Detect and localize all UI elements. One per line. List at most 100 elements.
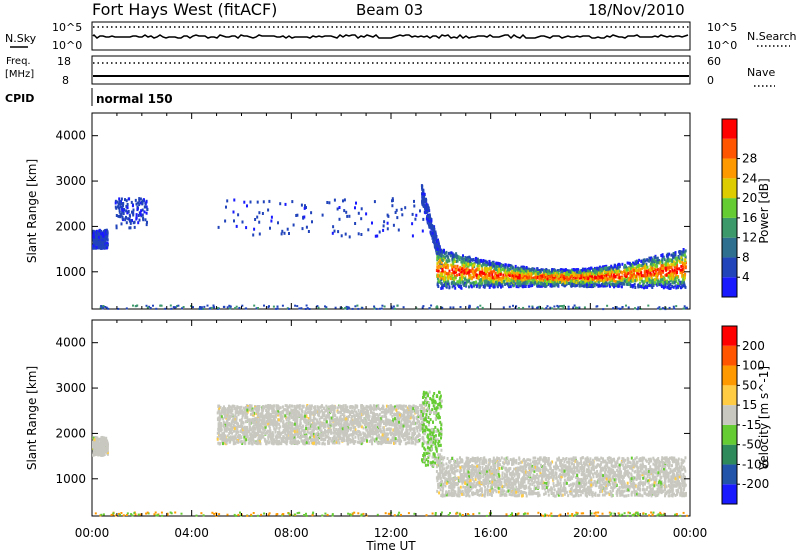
range-cell (539, 270, 542, 273)
near-range-cell (177, 304, 180, 307)
near-range-cell (200, 306, 203, 309)
range-cell (646, 285, 649, 289)
range-cell (500, 264, 503, 268)
colorbar-segment (722, 119, 737, 139)
range-cell (441, 277, 444, 280)
range-cell (517, 266, 519, 270)
range-cell (506, 279, 509, 283)
near-range-cell (287, 307, 290, 310)
range-cell (529, 281, 532, 285)
range-cell (638, 277, 641, 281)
range-cell (367, 228, 370, 232)
range-cell (682, 253, 685, 257)
range-cell (676, 263, 678, 267)
range-cell (439, 276, 442, 280)
range-cell (426, 221, 429, 225)
range-cell (609, 277, 612, 281)
range-cell (633, 262, 636, 266)
range-cell (661, 268, 664, 272)
range-cell (442, 254, 445, 258)
range-cell (595, 272, 598, 276)
range-cell (581, 280, 584, 284)
range-cell (451, 277, 454, 281)
range-cell (495, 268, 498, 271)
range-cell (488, 281, 491, 285)
date-label: 18/Nov/2010 (588, 1, 685, 19)
range-cell (674, 253, 677, 257)
range-cell (662, 280, 665, 284)
range-cell (458, 279, 461, 283)
range-cell (621, 282, 624, 286)
cpid-value: normal 150 (96, 92, 173, 106)
range-cell (130, 200, 133, 204)
range-cell (626, 271, 629, 275)
range-cell (531, 267, 534, 271)
range-cell (378, 429, 381, 433)
range-cell (95, 245, 98, 249)
range-cell (437, 269, 440, 273)
range-cell (136, 207, 139, 211)
range-cell (546, 277, 549, 281)
range-cell (458, 273, 461, 277)
range-cell (106, 442, 109, 446)
range-cell (683, 277, 686, 281)
range-cell (675, 266, 678, 270)
range-cell (557, 269, 560, 273)
range-cell (586, 267, 589, 271)
range-cell (650, 268, 653, 272)
range-cell (121, 210, 124, 214)
range-cell (680, 280, 683, 284)
range-cell (94, 445, 97, 449)
range-cell (336, 207, 339, 211)
range-cell (612, 283, 615, 287)
near-range-cell (436, 306, 439, 309)
range-cell (666, 253, 669, 257)
range-cell (476, 267, 479, 271)
range-cell (638, 281, 641, 285)
range-cell (649, 271, 652, 275)
near-range-cell (639, 308, 642, 310)
range-cell (433, 227, 436, 231)
colorbar-segment (722, 158, 737, 179)
range-cell (341, 413, 344, 416)
range-cell (675, 286, 678, 290)
range-cell (653, 258, 656, 262)
range-cell (330, 439, 333, 443)
range-cell (484, 266, 487, 270)
range-cell (452, 283, 455, 287)
range-cell (484, 259, 487, 263)
range-cell (643, 273, 646, 277)
range-cell (571, 278, 574, 282)
range-cell (351, 435, 354, 439)
range-cell (519, 284, 522, 288)
range-cell (131, 219, 133, 222)
near-range-cell (682, 307, 685, 310)
range-cell (583, 267, 586, 271)
range-cell (252, 233, 255, 237)
range-cell (106, 445, 109, 449)
range-cell (533, 267, 536, 271)
range-cell (489, 284, 492, 288)
near-range-cell (383, 305, 386, 308)
range-cell (376, 413, 379, 416)
near-range-cell (394, 307, 396, 310)
range-cell (145, 200, 148, 204)
station-title: Fort Hays West (fitACF) (92, 0, 277, 19)
range-cell (522, 266, 525, 270)
range-cell (354, 222, 357, 225)
range-cell (657, 271, 660, 275)
range-cell (493, 274, 496, 278)
nsky-trace-line (92, 33, 689, 40)
range-cell (559, 268, 562, 272)
near-range-cell (553, 305, 556, 308)
near-range-cell (212, 304, 215, 307)
range-cell (104, 230, 107, 234)
range-cell (404, 206, 407, 210)
range-cell (100, 232, 103, 236)
range-cell (443, 252, 446, 255)
range-cell (474, 256, 477, 260)
range-cell (434, 237, 437, 241)
range-cell (568, 281, 571, 285)
near-range-cell (346, 307, 349, 310)
range-cell (499, 272, 502, 276)
